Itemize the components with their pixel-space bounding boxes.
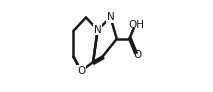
- Text: O: O: [77, 66, 85, 76]
- Text: N: N: [94, 25, 101, 35]
- Text: OH: OH: [129, 21, 145, 30]
- Text: O: O: [133, 50, 141, 60]
- Text: N: N: [107, 12, 114, 22]
